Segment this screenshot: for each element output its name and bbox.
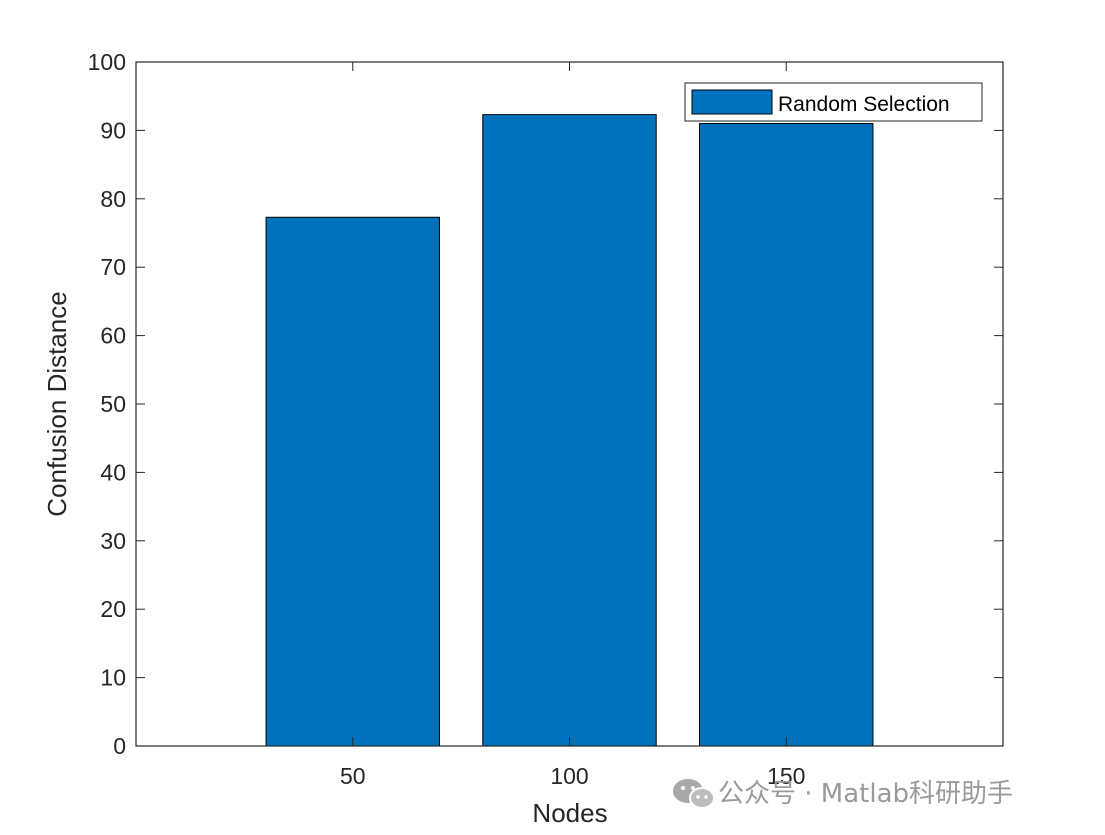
bar-150 (699, 123, 874, 747)
watermark: 公众号 · Matlab科研助手 (673, 779, 1013, 809)
bars (265, 114, 874, 747)
legend-label: Random Selection (778, 93, 950, 116)
y-tick-label-50: 50 (100, 391, 126, 417)
bar-100 (482, 114, 657, 747)
x-tick-labels: 50 100 150 (340, 763, 805, 789)
legend-swatch (691, 89, 773, 115)
y-tick-label-10: 10 (100, 665, 126, 691)
plot-frame (135, 61, 1004, 747)
y-tick-labels: 0 10 20 30 40 50 60 70 80 90 100 (88, 49, 126, 759)
x-tick-label-100: 100 (550, 763, 588, 789)
y-tick-label-20: 20 (100, 596, 126, 622)
x-axis-label: Nodes (532, 798, 607, 828)
y-tick-label-40: 40 (100, 459, 126, 485)
y-tick-label-0: 0 (113, 733, 126, 759)
y-tick-label-100: 100 (88, 49, 126, 75)
legend: Random Selection (684, 82, 983, 122)
y-tick-label-90: 90 (100, 117, 126, 143)
y-tick-label-80: 80 (100, 186, 126, 212)
y-tick-label-70: 70 (100, 254, 126, 280)
bar-50 (265, 216, 440, 747)
x-tick-label-50: 50 (340, 763, 366, 789)
y-tick-label-30: 30 (100, 528, 126, 554)
watermark-text: 公众号 · Matlab科研助手 (718, 779, 1013, 809)
x-tick-label-150: 150 (767, 763, 805, 789)
wechat-icon (673, 779, 715, 809)
y-tick-label-60: 60 (100, 323, 126, 349)
y-axis-label: Confusion Distance (42, 291, 72, 516)
